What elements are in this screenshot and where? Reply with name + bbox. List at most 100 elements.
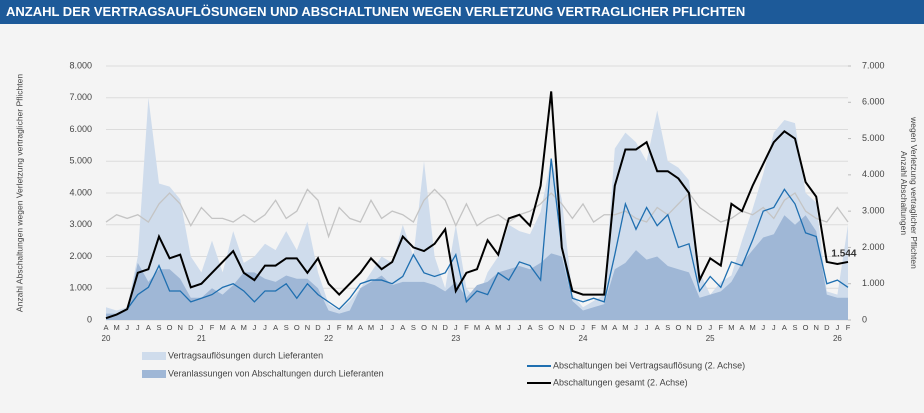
y-tick-label: 1.000 [69,283,92,293]
x-tick-label: M [219,323,225,332]
year-label: 21 [197,334,206,343]
x-tick-label: N [177,323,182,332]
y-tick-label: 3.000 [69,219,92,229]
x-tick-label: A [358,323,363,332]
x-tick-label: M [495,323,501,332]
x-tick-label: N [559,323,564,332]
legend-swatch [142,370,166,378]
year-label: 20 [102,334,111,343]
x-tick-label: A [103,323,108,332]
x-tick-label: M [347,323,353,332]
x-tick-label: A [782,323,787,332]
legend-label: Vertragsauflösungen durch Lieferanten [168,350,323,360]
y-tick-label: 2.000 [69,251,92,261]
y2-tick-label: 3.000 [862,206,885,216]
x-tick-label: A [231,323,236,332]
x-tick-label: S [665,323,670,332]
y2-tick-label: 2.000 [862,242,885,252]
y2-tick-label: 4.000 [862,169,885,179]
x-tick-label: J [263,323,267,332]
x-tick-label: A [146,323,151,332]
legend-label: Abschaltungen bei Vertragsauflösung (2. … [553,360,745,370]
x-tick-label: D [570,323,576,332]
x-tick-label: O [675,323,681,332]
x-tick-label: J [327,323,331,332]
y-tick-label: 0 [87,314,92,324]
x-tick-label: F [337,323,342,332]
x-tick-label: J [761,323,765,332]
x-tick-label: M [241,323,247,332]
x-tick-label: N [813,323,818,332]
x-tick-label: M [749,323,755,332]
x-tick-label: O [294,323,300,332]
legend-label: Veranlassungen von Abschaltungen durch L… [168,368,384,378]
x-tick-label: J [125,323,129,332]
legend-swatch [142,352,166,360]
x-tick-label: J [200,323,204,332]
y2-tick-label: 5.000 [862,133,885,143]
chart-title: ANZAHL DER VERTRAGSAUFLÖSUNGEN UND ABSCH… [6,4,746,19]
x-tick-label: D [824,323,830,332]
y2-tick-label: 0 [862,314,867,324]
y2-tick-label: 1.000 [862,278,885,288]
x-tick-label: A [527,323,532,332]
x-tick-label: S [538,323,543,332]
line [105,188,849,239]
x-tick-label: F [719,323,724,332]
x-tick-label: F [591,323,596,332]
data-label: 1.544 [831,249,856,260]
y-tick-label: 5.000 [69,156,92,166]
x-tick-label: J [836,323,840,332]
x-tick-label: S [156,323,161,332]
x-tick-label: O [167,323,173,332]
x-tick-label: S [792,323,797,332]
line [105,158,849,319]
y-axis-title: Anzahl Abschaltungen wegen Verletzung ve… [14,74,24,312]
x-tick-label: N [432,323,437,332]
x-tick-label: F [210,323,215,332]
x-tick-label: J [634,323,638,332]
chart: 0 1.000 2.000 3.000 4.000 5.000 6.000 7.000 8.00… [0,24,924,413]
x-tick-label: M [622,323,628,332]
y-tick-label: 4.000 [69,187,92,197]
x-tick-label: O [421,323,427,332]
year-label: 23 [451,334,460,343]
x-tick-label: A [655,323,660,332]
year-label: 24 [579,334,588,343]
title-banner: ANZAHL DER VERTRAGSAUFLÖSUNGEN UND ABSCH… [0,0,924,24]
line [105,91,849,320]
y2-axis-title: Anzahl Abschaltungen [899,151,909,235]
x-tick-label: M [474,323,480,332]
x-tick-label: D [442,323,448,332]
y2-tick-label: 7.000 [862,60,885,70]
x-tick-label: S [284,323,289,332]
x-tick-label: A [485,323,490,332]
x-tick-label: A [273,323,278,332]
year-label: 25 [706,334,715,343]
y-tick-label: 8.000 [69,60,92,70]
y-tick-label: 6.000 [69,124,92,134]
x-tick-label: A [739,323,744,332]
x-tick-label: J [390,323,394,332]
y-tick-label: 7.000 [69,92,92,102]
x-tick-label: M [113,323,119,332]
x-tick-label: D [315,323,321,332]
x-tick-label: J [645,323,649,332]
x-tick-label: A [400,323,405,332]
x-tick-label: D [188,323,194,332]
x-tick-label: D [697,323,703,332]
y2-tick-label: 6.000 [862,97,885,107]
x-tick-label: J [772,323,776,332]
x-tick-label: O [803,323,809,332]
x-tick-label: M [601,323,607,332]
x-tick-label: J [518,323,522,332]
y2-axis-title: wegen Verletzung vertraglicher Pflichten [909,116,919,269]
x-tick-label: J [136,323,140,332]
x-tick-label: O [548,323,554,332]
x-tick-label: F [464,323,469,332]
year-label: 26 [833,334,842,343]
x-tick-label: M [728,323,734,332]
x-tick-label: J [581,323,585,332]
x-tick-label: J [380,323,384,332]
